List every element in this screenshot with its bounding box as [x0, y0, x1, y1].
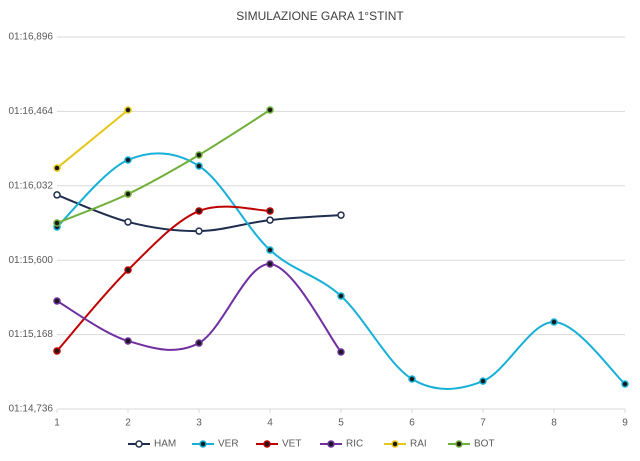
legend-label: VET [282, 439, 301, 450]
marker [337, 211, 345, 219]
marker [266, 216, 274, 224]
marker [124, 156, 132, 164]
marker [124, 218, 132, 226]
marker [53, 164, 61, 172]
y-tick-label: 01:15,168 [9, 329, 54, 340]
chart-title: SIMULAZIONE GARA 1°STINT [236, 9, 404, 23]
x-tick-label: 8 [551, 418, 557, 429]
marker [408, 375, 416, 383]
legend-label: BOT [474, 439, 495, 450]
x-tick-label: 2 [125, 418, 131, 429]
marker [53, 219, 61, 227]
legend-label: HAM [154, 439, 176, 450]
marker [53, 297, 61, 305]
marker [337, 292, 345, 300]
x-tick-label: 1 [54, 418, 60, 429]
legend-marker [199, 440, 207, 448]
marker [266, 106, 274, 114]
y-tick-label: 01:16,464 [9, 106, 54, 117]
legend-marker [135, 440, 143, 448]
marker [124, 337, 132, 345]
marker [195, 151, 203, 159]
x-tick-label: 5 [338, 418, 344, 429]
marker [53, 347, 61, 355]
marker [266, 260, 274, 268]
marker [195, 207, 203, 215]
series-line [56, 109, 129, 169]
marker [124, 266, 132, 274]
marker [195, 162, 203, 170]
series-line [56, 262, 342, 353]
legend-label: RAI [410, 439, 427, 450]
legend-label: VER [218, 439, 239, 450]
x-tick-label: 3 [196, 418, 202, 429]
marker [266, 246, 274, 254]
marker [124, 106, 132, 114]
marker [621, 380, 629, 388]
marker [124, 190, 132, 198]
legend-marker [263, 440, 271, 448]
legend-marker [327, 440, 335, 448]
marker [479, 377, 487, 385]
legend-label: RIC [346, 439, 363, 450]
y-tick-label: 01:16,032 [9, 180, 54, 191]
legend-marker [391, 440, 399, 448]
marker [195, 227, 203, 235]
y-tick-label: 01:16,896 [9, 32, 54, 43]
x-tick-label: 9 [622, 418, 628, 429]
x-tick-label: 7 [480, 418, 486, 429]
marker [53, 191, 61, 199]
marker [550, 318, 558, 326]
marker [266, 207, 274, 215]
x-tick-label: 6 [409, 418, 415, 429]
series-line [56, 109, 271, 224]
legend-marker [455, 440, 463, 448]
y-tick-label: 01:14,736 [9, 404, 54, 415]
marker [337, 348, 345, 356]
marker [195, 339, 203, 347]
y-tick-label: 01:15,600 [9, 255, 54, 266]
x-tick-label: 4 [267, 418, 273, 429]
